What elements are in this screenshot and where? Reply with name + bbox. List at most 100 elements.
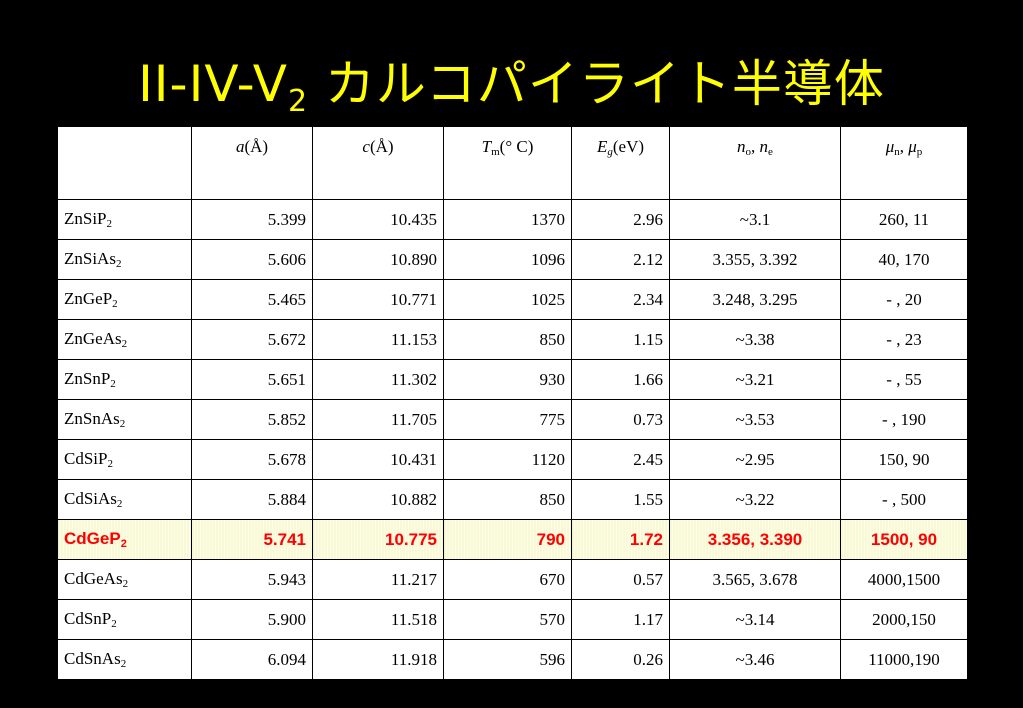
cell-refractive-index: ~3.46 (669, 639, 841, 680)
cell-refractive-index: ~3.1 (669, 199, 841, 240)
chalcopyrite-table: a(Å) c(Å) Tm(° C) Eg(eV) no, ne μn, μp Z… (57, 126, 968, 680)
cell-refractive-index: ~3.22 (669, 479, 841, 520)
table-row: ZnGeP2 5.465 10.771 1025 2.34 3.248, 3.295- ,… (57, 279, 968, 320)
cell-c: 11.518 (312, 599, 444, 640)
cell-a: 5.399 (191, 199, 313, 240)
header-tm: Tm(° C) (443, 126, 572, 200)
cell-a: 6.094 (191, 639, 313, 680)
cell-mobility: 40, 170 (840, 239, 968, 280)
table-row: CdGeP2 5.741 10.775 790 1.72 3.356, 3.390 1500… (57, 519, 968, 560)
cell-eg: 2.34 (571, 279, 670, 320)
cell-mobility: 260, 11 (840, 199, 968, 240)
cell-tm: 775 (443, 399, 572, 440)
cell-refractive-index: ~3.53 (669, 399, 841, 440)
cell-eg: 0.26 (571, 639, 670, 680)
cell-refractive-index: ~3.14 (669, 599, 841, 640)
cell-compound: ZnSnAs2 (57, 399, 192, 440)
cell-eg: 1.15 (571, 319, 670, 360)
cell-c: 11.153 (312, 319, 444, 360)
cell-c: 10.775 (312, 519, 444, 560)
cell-c: 10.431 (312, 439, 444, 480)
header-mobility: μn, μp (840, 126, 968, 200)
cell-a: 5.606 (191, 239, 313, 280)
cell-a: 5.900 (191, 599, 313, 640)
cell-refractive-index: 3.356, 3.390 (669, 519, 841, 560)
header-row: a(Å) c(Å) Tm(° C) Eg(eV) no, ne μn, μp (57, 126, 968, 200)
cell-tm: 1025 (443, 279, 572, 320)
cell-mobility: - , 23 (840, 319, 968, 360)
cell-mobility: 4000,1500 (840, 559, 968, 600)
cell-c: 10.882 (312, 479, 444, 520)
cell-mobility: - , 500 (840, 479, 968, 520)
cell-compound: ZnGeAs2 (57, 319, 192, 360)
header-compound (57, 126, 192, 200)
cell-eg: 1.66 (571, 359, 670, 400)
cell-a: 5.884 (191, 479, 313, 520)
table-row: ZnSnAs2 5.852 11.705 775 0.73 ~3.53- , 190 (57, 399, 968, 440)
table-row: CdGeAs2 5.943 11.217 670 0.57 3.565, 3.678 400… (57, 559, 968, 600)
table-row: ZnGeAs2 5.672 11.153 850 1.15 ~3.38- , 23 (57, 319, 968, 360)
cell-c: 11.302 (312, 359, 444, 400)
cell-refractive-index: ~3.21 (669, 359, 841, 400)
cell-refractive-index: 3.355, 3.392 (669, 239, 841, 280)
cell-tm: 850 (443, 319, 572, 360)
cell-compound: CdSiP2 (57, 439, 192, 480)
title-subscript: 2 (287, 84, 309, 119)
cell-compound: CdGeP2 (57, 519, 192, 560)
title-formula: II-IV-V (138, 55, 288, 113)
cell-compound: CdSiAs2 (57, 479, 192, 520)
cell-compound: ZnSnP2 (57, 359, 192, 400)
header-c: c(Å) (312, 126, 444, 200)
cell-mobility: - , 190 (840, 399, 968, 440)
cell-refractive-index: 3.565, 3.678 (669, 559, 841, 600)
header-refractive-index: no, ne (669, 126, 841, 200)
cell-c: 11.705 (312, 399, 444, 440)
table-row: CdSiAs2 5.884 10.882 850 1.55 ~3.22- , 500 (57, 479, 968, 520)
cell-mobility: - , 20 (840, 279, 968, 320)
cell-a: 5.672 (191, 319, 313, 360)
cell-tm: 570 (443, 599, 572, 640)
header-a: a(Å) (191, 126, 313, 200)
table-row: ZnSiP2 5.399 10.435 1370 2.96 ~3.1 260, 11 (57, 199, 968, 240)
cell-tm: 930 (443, 359, 572, 400)
table-row: ZnSnP2 5.651 11.302 930 1.66 ~3.21- , 55 (57, 359, 968, 400)
cell-eg: 1.55 (571, 479, 670, 520)
cell-c: 10.771 (312, 279, 444, 320)
cell-tm: 790 (443, 519, 572, 560)
cell-compound: CdGeAs2 (57, 559, 192, 600)
cell-c: 10.435 (312, 199, 444, 240)
cell-eg: 1.17 (571, 599, 670, 640)
cell-refractive-index: ~3.38 (669, 319, 841, 360)
cell-eg: 2.45 (571, 439, 670, 480)
table-row: CdSnAs2 6.094 11.918 596 0.26 ~3.46 11000,190 (57, 639, 968, 680)
cell-tm: 670 (443, 559, 572, 600)
cell-eg: 0.57 (571, 559, 670, 600)
cell-mobility: 1500, 90 (840, 519, 968, 560)
cell-c: 11.217 (312, 559, 444, 600)
cell-a: 5.943 (191, 559, 313, 600)
cell-tm: 596 (443, 639, 572, 680)
cell-compound: CdSnAs2 (57, 639, 192, 680)
cell-eg: 1.72 (571, 519, 670, 560)
title-text: カルコパイライト半導体 (308, 55, 885, 113)
cell-tm: 1096 (443, 239, 572, 280)
cell-mobility: 150, 90 (840, 439, 968, 480)
cell-tm: 850 (443, 479, 572, 520)
cell-a: 5.741 (191, 519, 313, 560)
table-row: CdSiP2 5.678 10.431 1120 2.45 ~2.95 150, 90 (57, 439, 968, 480)
cell-refractive-index: 3.248, 3.295 (669, 279, 841, 320)
cell-tm: 1370 (443, 199, 572, 240)
cell-compound: ZnSiP2 (57, 199, 192, 240)
cell-tm: 1120 (443, 439, 572, 480)
cell-eg: 0.73 (571, 399, 670, 440)
cell-c: 10.890 (312, 239, 444, 280)
cell-mobility: - , 55 (840, 359, 968, 400)
table-row: ZnSiAs2 5.606 10.890 1096 2.12 3.355, 3.392 40… (57, 239, 968, 280)
cell-a: 5.678 (191, 439, 313, 480)
cell-a: 5.651 (191, 359, 313, 400)
cell-mobility: 2000,150 (840, 599, 968, 640)
cell-compound: ZnSiAs2 (57, 239, 192, 280)
cell-compound: ZnGeP2 (57, 279, 192, 320)
cell-a: 5.465 (191, 279, 313, 320)
cell-c: 11.918 (312, 639, 444, 680)
